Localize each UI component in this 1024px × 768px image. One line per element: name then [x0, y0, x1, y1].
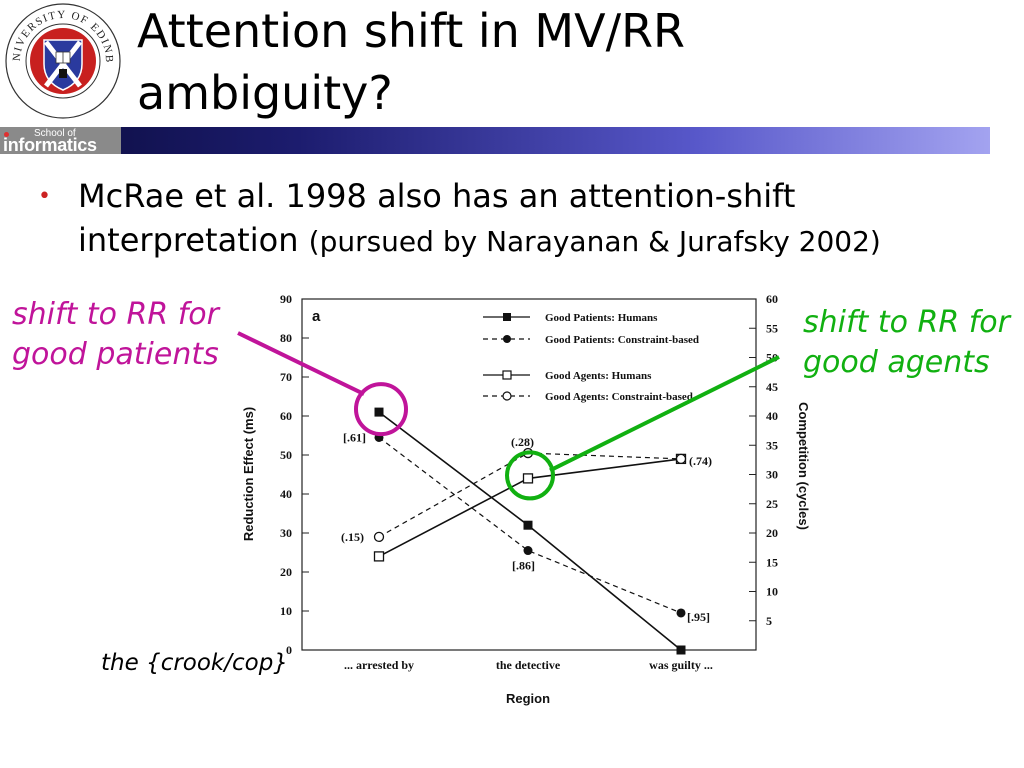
- data-point: [373, 531, 385, 543]
- data-label: [.86]: [512, 559, 535, 573]
- data-point: [676, 645, 686, 655]
- data-label: (.15): [341, 530, 364, 544]
- x-axis: ... arrested by the detective was guilty .…: [344, 658, 713, 672]
- legend-label: Good Agents: Humans: [545, 370, 652, 382]
- data-point: [676, 608, 686, 618]
- bullet-main-text: McRae et al. 1998 also has an attention-…: [78, 177, 796, 259]
- y2-tick-label: 55: [766, 321, 778, 335]
- data-point: [522, 473, 534, 484]
- y2-tick-label: 30: [766, 468, 778, 482]
- data-point: [523, 546, 533, 556]
- data-point: [374, 407, 384, 417]
- data-label: [.95]: [687, 610, 710, 624]
- y-tick-label: 20: [280, 565, 292, 579]
- university-logo: THE UNIVERSITY OF EDINBURGH: [0, 0, 122, 120]
- y-tick-label: 60: [280, 409, 292, 423]
- bullet-point: McRae et al. 1998 also has an attention-…: [78, 174, 938, 264]
- legend-label: Good Agents: Constraint-based: [545, 391, 693, 403]
- y-tick-label: 90: [280, 292, 292, 306]
- legend-label: Good Patients: Humans: [545, 312, 658, 324]
- y2-tick-label: 50: [766, 351, 778, 365]
- data-label: (.28): [511, 435, 534, 449]
- y-tick-label: 10: [280, 604, 292, 618]
- y-tick-label: 40: [280, 487, 292, 501]
- header-banner: School of informatics: [0, 127, 990, 155]
- y-tick-label: 0: [286, 643, 292, 657]
- annotation-line: good agents: [803, 345, 990, 380]
- data-point: [374, 432, 384, 442]
- y2-tick-label: 35: [766, 438, 778, 452]
- reduction-effect-chart: 0 10 20 30 40 50 60 70 80 90 5 10 15 20 25 30 35 40 45 50 5…: [241, 292, 811, 706]
- data-label: [.61]: [343, 430, 366, 444]
- y2-tick-label: 40: [766, 409, 778, 423]
- x-tick-label: ... arrested by: [344, 658, 414, 672]
- school-logo: School of informatics: [0, 127, 121, 155]
- y2-axis-title: Competition (cycles): [796, 402, 811, 530]
- y-tick-label: 70: [280, 370, 292, 384]
- annotation-line: shift to RR for: [803, 305, 1010, 340]
- legend-marker: [502, 370, 512, 380]
- x-tick-label: was guilty ...: [649, 658, 713, 672]
- bullet-icon: •: [38, 184, 51, 209]
- legend-marker: [503, 335, 511, 343]
- data-point: [523, 520, 533, 530]
- data-label: (.74): [689, 454, 712, 468]
- legend-marker: [502, 391, 512, 401]
- y2-tick-label: 60: [766, 292, 778, 306]
- annotation-line: good patients: [12, 337, 219, 372]
- logo-dot-icon: [4, 132, 9, 137]
- y-tick-label: 50: [280, 448, 292, 462]
- annotation-line: shift to RR for: [12, 297, 219, 332]
- annotation-good-patients: shift to RR for good patients: [12, 295, 219, 375]
- y2-tick-label: 15: [766, 555, 778, 569]
- y-tick-label: 30: [280, 526, 292, 540]
- y2-tick-label: 20: [766, 526, 778, 540]
- bullet-aside-text: (pursued by Narayanan & Jurafsky 2002): [308, 225, 881, 258]
- informatics-label: informatics: [3, 135, 97, 155]
- x-tick-label: the detective: [496, 658, 561, 672]
- y2-tick-label: 5: [766, 614, 772, 628]
- legend-marker: [503, 313, 511, 321]
- series-line: [378, 436, 682, 614]
- legend-label: Good Patients: Constraint-based: [545, 334, 699, 346]
- data-point: [675, 453, 687, 465]
- x-axis-title: Region: [506, 691, 550, 706]
- panel-label: a: [312, 308, 321, 325]
- sentence-frame-label: the {crook/cop}: [101, 650, 288, 676]
- y2-tick-label: 25: [766, 497, 778, 511]
- y-axis-title: Reduction Effect (ms): [241, 407, 256, 541]
- data-point: [522, 447, 534, 459]
- data-point: [373, 551, 385, 562]
- school-of-label: School of: [34, 128, 76, 139]
- y2-tick-label: 45: [766, 380, 778, 394]
- y-tick-label: 80: [280, 331, 292, 345]
- y2-tick-label: 10: [766, 585, 778, 599]
- annotation-good-agents: shift to RR for good agents: [803, 303, 1010, 383]
- slide-title: Attention shift in MV/RR ambiguity?: [137, 4, 686, 120]
